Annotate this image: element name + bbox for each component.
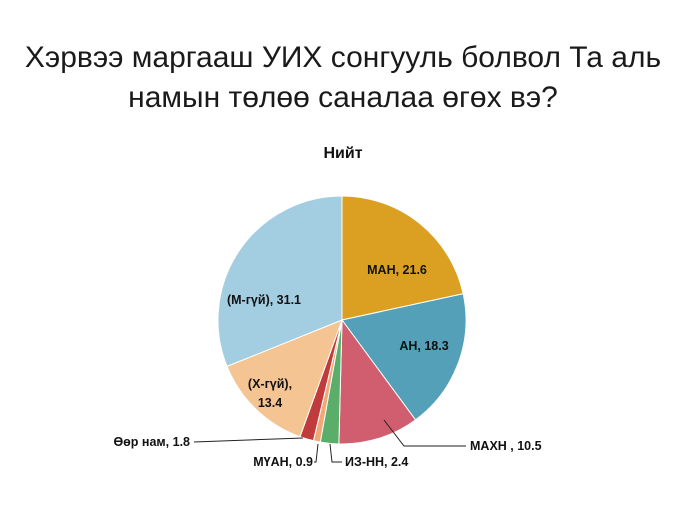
- pie-slice-ман: [341, 195, 464, 321]
- data-label-м-гүй: (М-гүй), 31.1: [227, 293, 301, 307]
- data-label-ман: МАН, 21.6: [367, 263, 427, 277]
- leader-line-из-нн: [329, 443, 342, 463]
- pie-slice-махн: [338, 318, 417, 445]
- data-label-из-нн: ИЗ-НН, 2.4: [345, 455, 408, 469]
- data-label-махн: МАХН , 10.5: [470, 439, 542, 453]
- data-label-мүан: МҮАН, 0.9: [253, 455, 313, 469]
- data-label-өөр-нам: Өөр нам, 1.8: [113, 435, 190, 449]
- pie-slice-х-гүй: [226, 319, 343, 438]
- data-label-х-гүй: (Х-гүй), 13.4: [248, 377, 292, 410]
- chart-title: Хэрвээ маргааш УИХ сонгууль болвол Та ал…: [0, 38, 686, 118]
- data-label-ан: АН, 18.3: [399, 339, 448, 353]
- leader-line-мүан: [314, 443, 319, 463]
- pie-slice-ан: [341, 293, 467, 421]
- leader-line-өөр-нам: [193, 437, 304, 443]
- pie-slice-м-гүй: [217, 195, 343, 368]
- chart-title-line-2: намын төлөө саналаа өгөх вэ?: [128, 81, 558, 114]
- chart-title-line-1: Хэрвээ маргааш УИХ сонгууль болвол Та ал…: [24, 41, 662, 74]
- chart-subtitle: Нийт: [323, 145, 363, 162]
- leader-line-махн: [383, 419, 466, 447]
